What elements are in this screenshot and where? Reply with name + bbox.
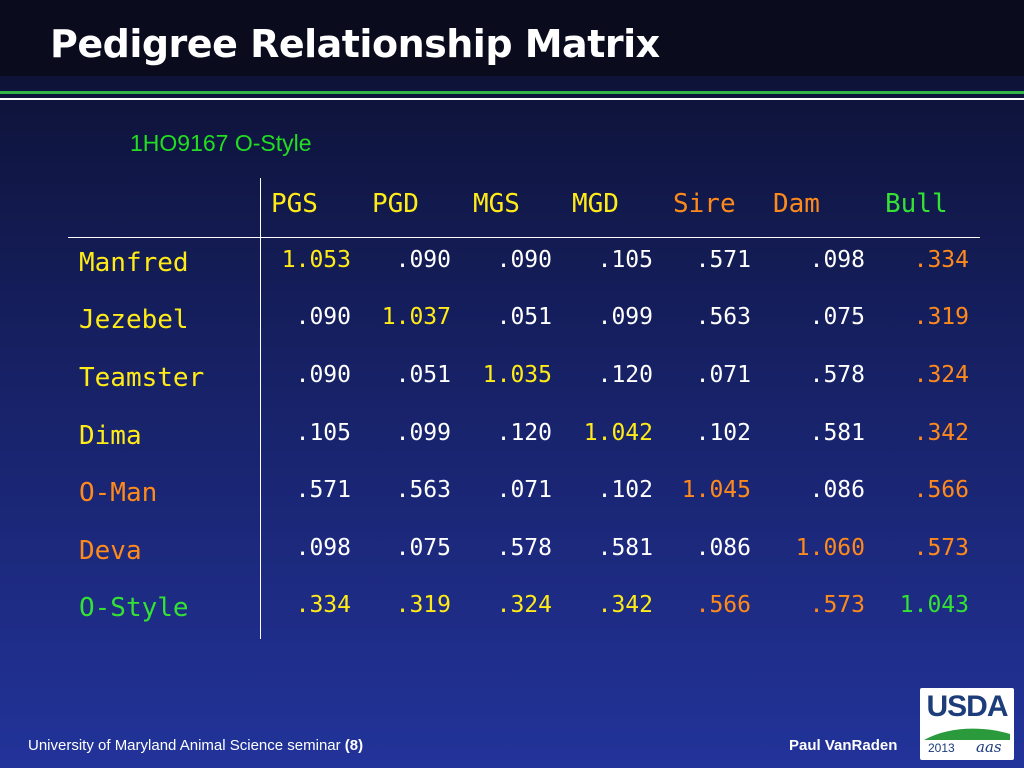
column-header-mgd: MGD [572,189,619,219]
matrix-cell: .071 [695,362,751,388]
matrix-cell: .051 [395,362,451,388]
footer-page-number: (8) [344,737,364,754]
matrix-cell: 1.042 [583,420,653,446]
matrix-cell: .566 [695,592,751,618]
matrix-cell: .071 [496,477,552,503]
matrix-cell: .578 [496,535,552,561]
matrix-cell: .324 [913,362,969,388]
column-header-bull: Bull [885,189,948,219]
matrix-cell: 1.035 [482,362,552,388]
matrix-cell: 1.043 [899,592,969,618]
row-label-o-style: O-Style [79,593,189,623]
matrix-vertical-rule [260,178,261,639]
matrix-cell: .120 [496,420,552,446]
matrix-cell: .102 [695,420,751,446]
title-bar [0,0,1024,76]
matrix-cell: .578 [809,362,865,388]
usda-logo-year: 2013 [928,741,955,755]
matrix-header-rule [68,237,980,238]
row-label-manfred: Manfred [79,248,189,278]
header-divider-green [0,91,1024,94]
matrix-cell: .566 [913,477,969,503]
matrix-cell: .098 [295,535,351,561]
matrix-cell: .075 [395,535,451,561]
matrix-cell: .573 [809,592,865,618]
row-label-teamster: Teamster [79,363,205,393]
matrix-cell: 1.045 [681,477,751,503]
usda-logo-text: USDA [926,690,1008,723]
footer-author: Paul VanRaden [789,737,898,754]
matrix-cell: .090 [295,304,351,330]
matrix-cell: .086 [695,535,751,561]
matrix-cell: .105 [295,420,351,446]
matrix-cell: .342 [913,420,969,446]
matrix-cell: .563 [695,304,751,330]
animal-id-subtitle: 1HO9167 O-Style [130,130,312,156]
header-divider-white [0,98,1024,100]
matrix-cell: .319 [395,592,451,618]
aas-logo-mark: aas [976,738,1002,756]
matrix-cell: 1.037 [381,304,451,330]
column-header-dam: Dam [773,189,820,219]
column-header-mgs: MGS [473,189,520,219]
matrix-cell: .581 [809,420,865,446]
matrix-cell: .571 [295,477,351,503]
column-header-sire: Sire [673,189,736,219]
matrix-cell: .090 [395,247,451,273]
matrix-cell: .105 [597,247,653,273]
row-label-jezebel: Jezebel [79,305,189,335]
matrix-cell: 1.053 [281,247,351,273]
matrix-cell: .099 [597,304,653,330]
matrix-cell: .324 [496,592,552,618]
matrix-cell: .581 [597,535,653,561]
column-header-pgs: PGS [271,189,318,219]
row-label-o-man: O-Man [79,478,158,508]
matrix-cell: .075 [809,304,865,330]
row-label-dima: Dima [79,421,142,451]
matrix-cell: .098 [809,247,865,273]
matrix-cell: .342 [597,592,653,618]
footer-seminar-label: University of Maryland Animal Science se… [28,737,345,754]
matrix-cell: 1.060 [795,535,865,561]
matrix-cell: .051 [496,304,552,330]
matrix-cell: .573 [913,535,969,561]
usda-logo-band [924,728,1010,740]
matrix-cell: .090 [496,247,552,273]
row-label-deva: Deva [79,536,142,566]
matrix-cell: .571 [695,247,751,273]
matrix-cell: .086 [809,477,865,503]
matrix-cell: .099 [395,420,451,446]
matrix-cell: .319 [913,304,969,330]
footer-seminar-text: University of Maryland Animal Science se… [28,737,363,754]
matrix-cell: .563 [395,477,451,503]
matrix-cell: .334 [913,247,969,273]
usda-logo: USDA 2013 aas [920,688,1014,760]
slide-title: Pedigree Relationship Matrix [50,22,660,66]
matrix-cell: .334 [295,592,351,618]
matrix-cell: .102 [597,477,653,503]
column-header-pgd: PGD [372,189,419,219]
matrix-cell: .120 [597,362,653,388]
matrix-cell: .090 [295,362,351,388]
